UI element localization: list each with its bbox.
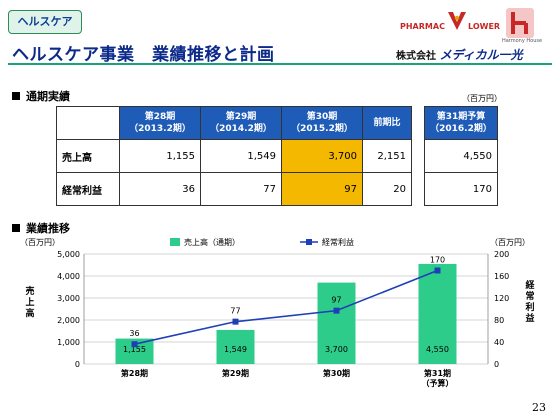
forecast-table: 第31期予算 （2016.2期） 4,550 170 [424, 106, 498, 206]
harmony-house-logo-icon [506, 8, 534, 38]
table-row: 経常利益 36 77 97 20 [56, 172, 412, 206]
line-profit-point [232, 318, 239, 325]
line-profit-point [434, 267, 441, 274]
logo-pharmac-text: PHARMAC [400, 22, 445, 31]
y-left-tick: 0 [75, 360, 80, 369]
y-right-label-char: 利 [524, 301, 534, 313]
cell-sales-forecast: 4,550 [424, 139, 498, 173]
page-number: 23 [532, 401, 546, 414]
y-right-tick: 40 [494, 338, 504, 347]
y-right-tick: 200 [494, 250, 509, 259]
logo-area: PHARMAC LOWER Harmony House 株式会社 メディカル一光 [394, 4, 554, 64]
col-header-forecast: 第31期予算 （2016.2期） [424, 106, 498, 140]
line-profit [134, 269, 438, 345]
bar-sales-label: 3,700 [325, 345, 348, 354]
y-left-label-char: 売 [25, 285, 34, 297]
line-profit-label: 36 [129, 329, 139, 338]
legend-sales-label: 売上高（通期） [184, 237, 240, 247]
cell-sales-yoy: 2,151 [362, 139, 412, 173]
company-brand: メディカル一光 [439, 48, 523, 62]
results-unit: （百万円） [462, 94, 502, 103]
x-tick-label: 第31期 [424, 368, 451, 378]
y-left-tick: 3,000 [57, 294, 80, 303]
bar-sales-label: 4,550 [426, 345, 449, 354]
cell-profit-forecast: 170 [424, 172, 498, 206]
bullet-square-icon [12, 224, 20, 232]
x-tick-label: 第29期 [222, 368, 249, 378]
performance-chart: （百万円） （百万円） 0 1,000 2,000 3,000 4,000 5,000 0 40 8… [20, 237, 535, 388]
cell-sales-30: 3,700 [281, 139, 363, 173]
line-profit-point [131, 341, 138, 348]
x-tick-label: 第28期 [121, 368, 148, 378]
results-table: 第28期 （2013.2期） 第29期 （2014.2期） 第30期 （2015… [56, 106, 412, 206]
page-title: ヘルスケア事業 業績推移と計画 [12, 45, 275, 65]
y-left-tick: 1,000 [57, 338, 80, 347]
col-header-29: 第29期 （2014.2期） [200, 106, 282, 140]
bar-sales [418, 263, 457, 364]
y-left-label-char: 高 [25, 307, 34, 319]
y-left-unit: （百万円） [20, 238, 60, 247]
empty-corner-cell [56, 106, 120, 140]
col-header-28: 第28期 （2013.2期） [119, 106, 201, 140]
x-tick-label: 第30期 [323, 368, 350, 378]
results-section-heading: 通期実績 [12, 88, 70, 104]
trend-heading-text: 業績推移 [26, 222, 70, 235]
bar-sales [216, 329, 255, 364]
y-right-tick: 160 [494, 272, 509, 281]
y-right-label-char: 常 [525, 290, 534, 302]
results-heading-text: 通期実績 [26, 90, 70, 103]
y-right-tick: 80 [494, 316, 504, 325]
company-name: 株式会社 メディカル一光 [396, 46, 523, 63]
bullet-square-icon [12, 92, 20, 100]
cell-profit-28: 36 [119, 172, 201, 206]
cell-profit-yoy: 20 [362, 172, 412, 206]
y-left-tick: 2,000 [57, 316, 80, 325]
y-right-tick: 120 [494, 294, 509, 303]
trend-section-heading: 業績推移 [12, 220, 70, 236]
y-right-unit: （百万円） [490, 238, 530, 247]
line-profit-label: 170 [430, 256, 445, 265]
legend-profit-label: 経常利益 [322, 237, 354, 247]
cell-profit-30: 97 [281, 172, 363, 206]
row-label-sales: 売上高 [56, 139, 120, 173]
y-left-tick: 4,000 [57, 272, 80, 281]
line-profit-label: 97 [331, 296, 341, 305]
y-left-tick: 5,000 [57, 250, 80, 259]
bar-sales [317, 282, 356, 364]
col-header-30: 第30期 （2015.2期） [281, 106, 363, 140]
bar-sales-label: 1,155 [123, 345, 146, 354]
legend-profit-marker [306, 239, 312, 245]
section-tag: ヘルスケア [8, 10, 82, 34]
bar-sales-label: 1,549 [224, 345, 247, 354]
results-header-row: 第28期 （2013.2期） 第29期 （2014.2期） 第30期 （2015… [56, 106, 412, 140]
row-label-profit: 経常利益 [56, 172, 120, 206]
y-left-label-char: 上 [25, 296, 34, 308]
logo-harmony-text: Harmony House [501, 38, 543, 44]
x-tick-label: （予算） [422, 378, 454, 388]
col-header-yoy: 前期比 [362, 106, 412, 140]
line-profit-point [333, 307, 340, 314]
y-right-label-char: 益 [525, 312, 534, 324]
cell-profit-29: 77 [200, 172, 282, 206]
logo-lower-text: LOWER [468, 22, 501, 31]
table-row: 売上高 1,155 1,549 3,700 2,151 [56, 139, 412, 173]
legend-sales-swatch [170, 238, 180, 246]
title-divider [8, 63, 552, 65]
company-prefix: 株式会社 [396, 51, 436, 62]
flower-logo-icon [448, 12, 466, 30]
line-profit-label: 77 [230, 307, 240, 316]
y-right-tick: 0 [494, 360, 499, 369]
cell-sales-28: 1,155 [119, 139, 201, 173]
y-right-label-char: 経 [525, 279, 535, 291]
cell-sales-29: 1,549 [200, 139, 282, 173]
